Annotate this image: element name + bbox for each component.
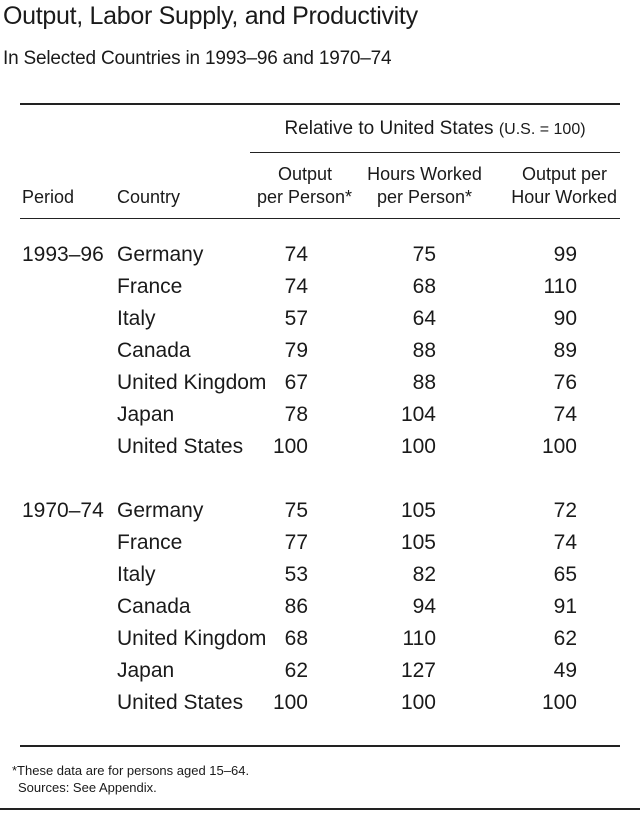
column-header-hours-line2: per Person* (376, 187, 473, 207)
column-header-period: Period (22, 187, 75, 207)
hours-worked-cell: 105 (400, 499, 436, 522)
country-cell: Italy (117, 307, 156, 330)
column-header-oph-line2: Hour Worked (511, 187, 617, 207)
output-per-hour-cell: 91 (553, 595, 577, 618)
output-per-hour-cell: 99 (553, 243, 577, 266)
output-per-hour-cell: 74 (553, 403, 577, 426)
hours-worked-cell: 88 (412, 339, 436, 362)
output-per-hour-cell: 62 (553, 627, 577, 650)
column-header-hours-line1: Hours Worked (367, 164, 482, 184)
country-cell: Germany (117, 243, 204, 266)
country-cell: France (117, 275, 183, 298)
output-per-person-cell: 78 (284, 403, 308, 426)
top-rule (20, 103, 620, 105)
column-header-output-per-hour: Output per Hour Worked (500, 163, 617, 209)
hours-worked-cell: 104 (400, 403, 436, 426)
output-per-hour-cell: 74 (553, 531, 577, 554)
hours-worked-cell: 110 (402, 627, 436, 650)
output-per-hour-cell: 49 (553, 659, 577, 682)
hours-worked-cell: 100 (400, 435, 436, 458)
column-header-output-line1: Output (277, 164, 332, 184)
column-header-output-per-person: Output per Person* (240, 163, 352, 209)
country-cell: Japan (117, 659, 175, 682)
hours-worked-cell: 68 (412, 275, 436, 298)
output-per-person-cell: 79 (284, 339, 308, 362)
output-per-person-cell: 77 (284, 531, 308, 554)
country-cell: United States (117, 691, 244, 714)
country-cell: Japan (117, 403, 175, 426)
output-per-person-cell: 75 (284, 499, 308, 522)
output-per-person-cell: 74 (284, 275, 308, 298)
column-header-country: Country (117, 187, 181, 207)
output-per-hour-cell: 72 (553, 499, 577, 522)
period-label: 1970–74 (22, 499, 104, 522)
output-per-hour-cell: 65 (553, 563, 577, 586)
hours-worked-cell: 82 (412, 563, 436, 586)
output-per-person-cell: 68 (284, 627, 308, 650)
hours-worked-cell: 88 (412, 371, 436, 394)
output-per-hour-cell: 100 (541, 691, 577, 714)
period-label: 1993–96 (22, 243, 104, 266)
spanning-header-note: (U.S. = 100) (498, 121, 586, 138)
spanning-header-main: Relative to United States (284, 118, 494, 139)
output-per-person-cell: 67 (284, 371, 308, 394)
output-per-person-cell: 100 (272, 691, 308, 714)
country-cell: United Kingdom (117, 627, 267, 650)
hours-worked-cell: 100 (400, 691, 436, 714)
header-bottom-rule (20, 218, 620, 219)
table-title: Output, Labor Supply, and Productivity (3, 2, 418, 30)
sources-note: Sources: See Appendix. (18, 780, 157, 795)
output-per-person-cell: 53 (284, 563, 308, 586)
page-bottom-rule (0, 808, 640, 810)
hours-worked-cell: 127 (400, 659, 436, 682)
country-cell: France (117, 531, 183, 554)
output-per-person-cell: 57 (284, 307, 308, 330)
footnote: *These data are for persons aged 15–64. (12, 763, 250, 778)
country-cell: Germany (117, 499, 204, 522)
output-per-hour-cell: 76 (553, 371, 577, 394)
column-header-output-line2: per Person* (256, 187, 352, 207)
spanning-header: Relative to United States (U.S. = 100) (250, 118, 620, 140)
output-per-hour-cell: 100 (541, 435, 577, 458)
hours-worked-cell: 75 (412, 243, 436, 266)
output-per-person-cell: 74 (284, 243, 308, 266)
table-subtitle: In Selected Countries in 1993–96 and 197… (3, 48, 392, 69)
column-header-hours-worked: Hours Worked per Person* (362, 163, 487, 209)
country-cell: Italy (117, 563, 156, 586)
hours-worked-cell: 64 (412, 307, 436, 330)
column-header-oph-line1: Output per (521, 164, 607, 184)
country-cell: Canada (117, 339, 191, 362)
output-per-person-cell: 86 (284, 595, 308, 618)
country-cell: United States (117, 435, 244, 458)
output-per-hour-cell: 89 (553, 339, 577, 362)
hours-worked-cell: 94 (412, 595, 436, 618)
table-bottom-rule (20, 745, 620, 747)
country-cell: Canada (117, 595, 191, 618)
output-per-person-cell: 100 (272, 435, 308, 458)
hours-worked-cell: 105 (400, 531, 436, 554)
output-per-hour-cell: 90 (553, 307, 577, 330)
output-per-hour-cell: 110 (543, 275, 577, 298)
country-cell: United Kingdom (117, 371, 267, 394)
output-per-person-cell: 62 (284, 659, 308, 682)
spanning-header-rule (250, 152, 620, 153)
